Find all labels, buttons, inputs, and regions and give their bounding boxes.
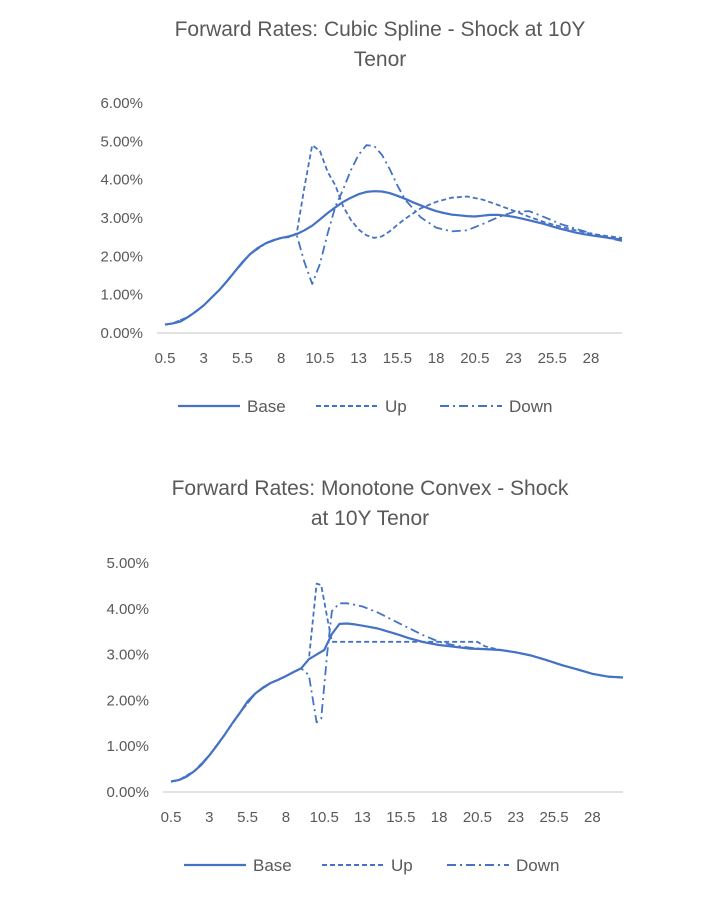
series-line-down <box>170 602 624 783</box>
x-tick-label: 0.5 <box>161 809 182 826</box>
series-line-base <box>164 190 623 326</box>
y-tick-label: 5.00% <box>106 555 149 572</box>
legend-base-label: Base <box>253 856 292 875</box>
x-tick-label: 18 <box>428 350 445 367</box>
chart-title-line1: Forward Rates: Monotone Convex - Shock <box>172 477 569 500</box>
x-tick-label: 25.5 <box>538 350 567 367</box>
chart-series <box>164 144 623 326</box>
chart-title-line2: at 10Y Tenor <box>311 507 429 530</box>
legend: Base Up Down <box>178 397 552 416</box>
x-tick-label: 3 <box>205 809 213 826</box>
x-tick-label: 8 <box>277 350 285 367</box>
x-tick-label: 8 <box>282 809 290 826</box>
series-line-up <box>164 144 623 326</box>
y-tick-label: 3.00% <box>100 210 143 227</box>
x-tick-label: 3 <box>200 350 208 367</box>
x-tick-label: 18 <box>431 809 448 826</box>
y-tick-label: 2.00% <box>100 248 143 265</box>
x-tick-label: 25.5 <box>539 809 568 826</box>
x-tick-label: 20.5 <box>460 350 489 367</box>
y-tick-label: 1.00% <box>100 287 143 304</box>
x-tick-label: 20.5 <box>463 809 492 826</box>
x-tick-label: 13 <box>354 809 371 826</box>
x-tick-label: 28 <box>584 809 601 826</box>
y-tick-label: 1.00% <box>106 738 149 755</box>
legend-up-label: Up <box>385 397 407 416</box>
chart-title-line2: Tenor <box>354 48 407 71</box>
x-tick-label: 28 <box>583 350 600 367</box>
x-tick-label: 5.5 <box>237 809 258 826</box>
y-tick-label: 0.00% <box>100 325 143 342</box>
series-line-up <box>170 582 624 783</box>
legend-down-label: Down <box>509 397 552 416</box>
x-tick-label: 5.5 <box>232 350 253 367</box>
series-line-down <box>164 144 623 326</box>
x-tick-label: 10.5 <box>305 350 334 367</box>
x-tick-label: 23 <box>507 809 524 826</box>
x-axis-tick-labels: 0.5 3 5.5 8 10.5 13 15.5 18 20.5 23 25.5 28 <box>161 809 601 826</box>
chart-monotone-convex: Forward Rates: Monotone Convex - Shock a… <box>106 477 624 875</box>
series-line-base <box>170 622 624 783</box>
x-axis-tick-labels: 0.5 3 5.5 8 10.5 13 15.5 18 20.5 23 25.5 28 <box>155 350 600 367</box>
y-axis-tick-labels: 0.00% 1.00% 2.00% 3.00% 4.00% 5.00% 6.00% <box>100 95 143 342</box>
x-tick-label: 15.5 <box>383 350 412 367</box>
y-tick-label: 0.00% <box>106 784 149 801</box>
x-tick-label: 10.5 <box>310 809 339 826</box>
chart-series <box>170 582 624 783</box>
chart-cubic-spline: Forward Rates: Cubic Spline - Shock at 1… <box>100 18 623 416</box>
y-tick-label: 6.00% <box>100 95 143 112</box>
y-tick-label: 4.00% <box>106 601 149 618</box>
legend-up-label: Up <box>391 856 413 875</box>
y-tick-label: 2.00% <box>106 692 149 709</box>
x-tick-label: 23 <box>505 350 522 367</box>
x-tick-label: 15.5 <box>386 809 415 826</box>
chart-title-line1: Forward Rates: Cubic Spline - Shock at 1… <box>175 18 586 41</box>
y-tick-label: 3.00% <box>106 647 149 664</box>
legend-down-label: Down <box>516 856 559 875</box>
y-axis-tick-labels: 0.00% 1.00% 2.00% 3.00% 4.00% 5.00% <box>106 555 149 801</box>
legend-base-label: Base <box>247 397 286 416</box>
legend: Base Up Down <box>184 856 559 875</box>
x-tick-label: 13 <box>350 350 367 367</box>
x-tick-label: 0.5 <box>155 350 176 367</box>
y-tick-label: 5.00% <box>100 133 143 150</box>
y-tick-label: 4.00% <box>100 172 143 189</box>
